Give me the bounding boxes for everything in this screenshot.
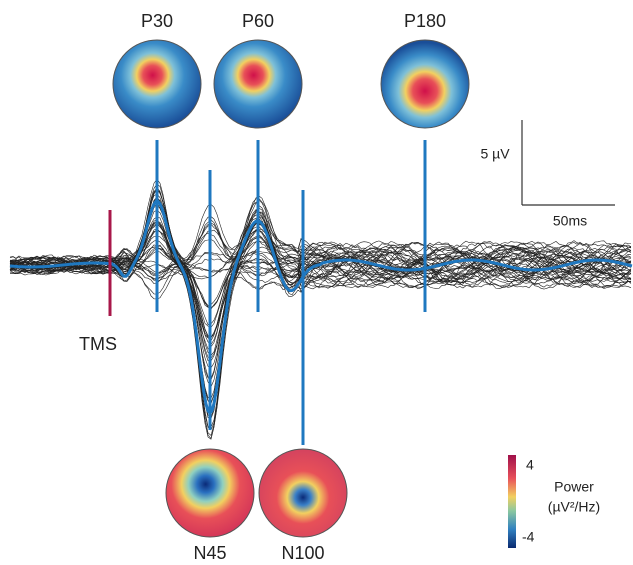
amplitude-scale: 5 µV	[480, 146, 510, 162]
eeg-trace	[9, 222, 632, 388]
eeg-trace	[9, 178, 632, 399]
stimulus-label: TMS	[79, 334, 117, 354]
eeg-trace	[10, 223, 632, 290]
eeg-trace	[9, 240, 632, 405]
colorbar-min: -4	[522, 529, 535, 545]
topomaps	[112, 39, 470, 538]
peak-label: N45	[193, 543, 226, 563]
peak-label: P60	[242, 11, 274, 31]
eeg-trace	[9, 201, 632, 356]
eeg-traces	[9, 178, 632, 440]
average-trace	[9, 199, 633, 416]
peak-lines	[155, 140, 427, 445]
colorbar-unit: (µV²/Hz)	[548, 499, 600, 515]
time-scale: 50ms	[553, 213, 587, 229]
peak-label: P180	[404, 11, 446, 31]
eeg-trace	[9, 228, 632, 369]
eeg-trace	[9, 235, 632, 346]
eeg-trace	[9, 228, 632, 431]
eeg-trace	[9, 229, 632, 440]
eeg-trace	[9, 207, 632, 289]
colorbar	[508, 455, 516, 548]
scale-bar	[521, 120, 615, 206]
peak-label: P30	[141, 11, 173, 31]
colorbar-title: Power	[554, 479, 594, 495]
colorbar-max: 4	[526, 457, 534, 473]
eeg-trace	[9, 203, 632, 437]
peak-label: N100	[281, 543, 324, 563]
eeg-trace	[9, 188, 632, 412]
